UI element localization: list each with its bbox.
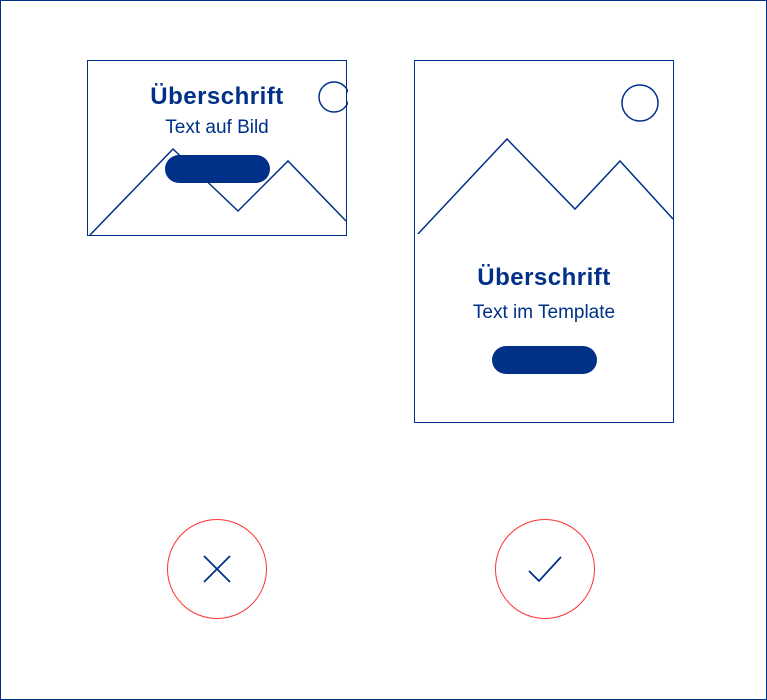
do-image-panel [414,60,674,236]
do-button [492,346,597,374]
comparison-diagram: Überschrift Text auf Bild Überschrift Te… [0,0,767,700]
dont-status-circle [167,519,267,619]
do-heading: Überschrift [415,264,673,292]
dont-button [165,155,270,183]
do-subtext: Text im Template [415,302,673,324]
dont-heading: Überschrift [88,83,346,111]
do-text-panel: Überschrift Text im Template [414,234,674,423]
image-placeholder-icon [415,61,675,237]
cross-icon [199,551,235,587]
dont-panel: Überschrift Text auf Bild [87,60,347,236]
check-icon [523,551,567,587]
do-status-circle [495,519,595,619]
dont-subtext: Text auf Bild [88,117,346,139]
